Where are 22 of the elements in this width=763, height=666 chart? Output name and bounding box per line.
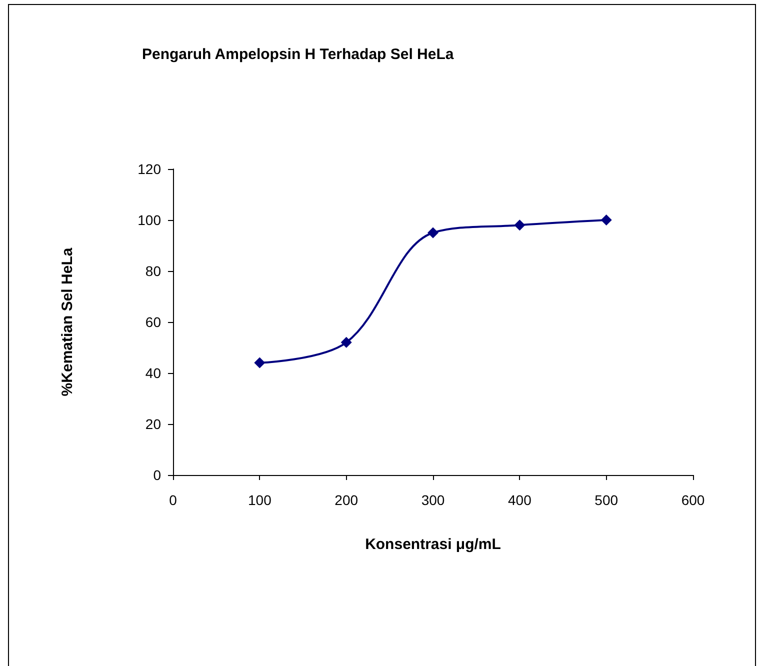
y-tick-label: 0 <box>153 467 162 483</box>
y-tick-label: 60 <box>145 314 162 330</box>
x-tick-label: 500 <box>594 492 618 508</box>
x-tick-label: 300 <box>421 492 445 508</box>
x-tick-label: 100 <box>248 492 272 508</box>
y-tick-label: 80 <box>145 263 162 279</box>
x-tick-label: 0 <box>169 492 178 508</box>
point <box>514 220 526 231</box>
x-tick-label: 600 <box>681 492 705 508</box>
y-tick-label: 100 <box>138 212 162 228</box>
point <box>340 336 352 348</box>
x-tick-label: 400 <box>508 492 532 508</box>
y-tick-label: 40 <box>145 365 162 381</box>
x-tick-label: 200 <box>334 492 358 508</box>
chart-title: Pengaruh Ampelopsin H Terhadap Sel HeLa <box>142 46 454 63</box>
y-tick-label: 20 <box>145 416 162 432</box>
x-axis-title: Konsentrasi μg/mL <box>365 536 501 553</box>
y-tick-label: 120 <box>138 161 162 177</box>
point <box>428 227 438 238</box>
point <box>254 357 266 368</box>
y-axis-title: %Kematian Sel HeLa <box>59 247 76 396</box>
point <box>600 214 612 226</box>
